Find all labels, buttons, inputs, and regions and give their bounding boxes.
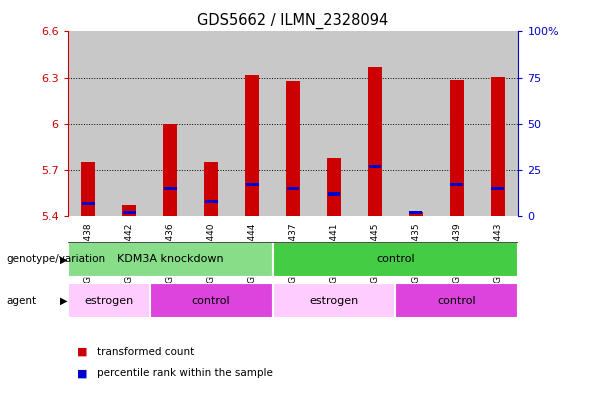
Text: control: control bbox=[438, 296, 476, 306]
Bar bbox=[109, 31, 150, 216]
Bar bbox=[163, 124, 177, 216]
Bar bbox=[68, 283, 150, 318]
Bar bbox=[68, 31, 109, 216]
Bar bbox=[122, 206, 136, 216]
Bar bbox=[327, 192, 340, 196]
Bar bbox=[491, 187, 504, 190]
Text: genotype/variation: genotype/variation bbox=[6, 254, 105, 264]
Bar bbox=[82, 202, 95, 205]
Bar bbox=[395, 31, 436, 216]
Text: ■: ■ bbox=[77, 368, 87, 378]
Bar bbox=[436, 31, 477, 216]
Bar bbox=[231, 31, 273, 216]
Bar bbox=[81, 162, 95, 216]
Bar bbox=[273, 242, 518, 277]
Text: ■: ■ bbox=[77, 347, 87, 357]
Text: control: control bbox=[376, 254, 415, 264]
Text: estrogen: estrogen bbox=[309, 296, 359, 306]
Bar bbox=[369, 165, 382, 168]
Bar bbox=[327, 158, 341, 216]
Bar bbox=[150, 283, 273, 318]
Bar bbox=[450, 80, 464, 216]
Bar bbox=[68, 242, 273, 277]
Bar bbox=[164, 187, 177, 190]
Text: estrogen: estrogen bbox=[84, 296, 133, 306]
Bar bbox=[273, 283, 395, 318]
Bar bbox=[150, 31, 191, 216]
Bar bbox=[286, 81, 300, 216]
Bar bbox=[409, 211, 423, 216]
Bar bbox=[245, 75, 259, 216]
Text: control: control bbox=[192, 296, 230, 306]
Text: percentile rank within the sample: percentile rank within the sample bbox=[97, 368, 273, 378]
Bar bbox=[287, 187, 299, 190]
Text: agent: agent bbox=[6, 296, 36, 306]
Bar bbox=[395, 283, 518, 318]
Bar bbox=[491, 77, 505, 216]
Text: ▶: ▶ bbox=[60, 254, 67, 264]
Bar bbox=[273, 31, 313, 216]
Bar bbox=[204, 162, 219, 216]
Bar bbox=[204, 200, 217, 203]
Text: ▶: ▶ bbox=[60, 296, 67, 306]
Bar bbox=[409, 211, 422, 214]
Text: transformed count: transformed count bbox=[97, 347, 194, 357]
Bar bbox=[355, 31, 395, 216]
Bar bbox=[191, 31, 231, 216]
Bar bbox=[246, 183, 259, 186]
Text: KDM3A knockdown: KDM3A knockdown bbox=[117, 254, 223, 264]
Bar bbox=[477, 31, 518, 216]
Bar bbox=[313, 31, 355, 216]
Bar bbox=[123, 211, 135, 214]
Bar bbox=[368, 67, 382, 216]
Title: GDS5662 / ILMN_2328094: GDS5662 / ILMN_2328094 bbox=[197, 13, 389, 29]
Bar bbox=[451, 183, 464, 186]
